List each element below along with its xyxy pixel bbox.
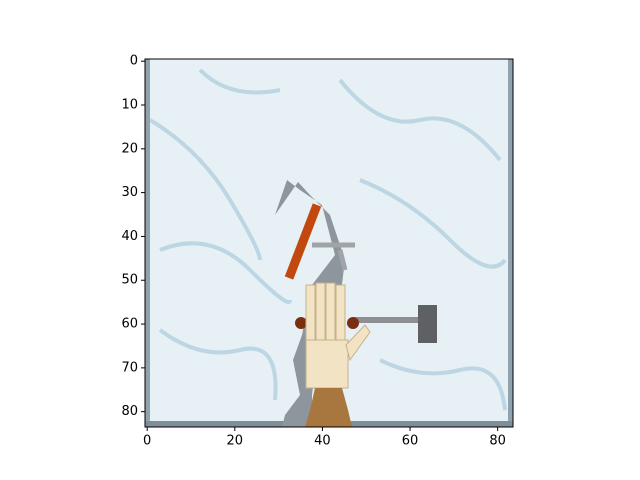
x-tick-label: 80 (489, 434, 506, 449)
gripper-rod (337, 249, 348, 271)
image-texture (148, 68, 507, 411)
y-tick-label: 0 (130, 54, 138, 69)
x-tick-label: 0 (143, 434, 151, 449)
y-tick-label: 70 (121, 360, 138, 375)
orange-bar (284, 203, 322, 280)
knuckle (295, 317, 307, 329)
image-edge (508, 59, 513, 427)
knuckle (347, 317, 359, 329)
y-tick-label: 50 (121, 273, 138, 288)
hand (305, 282, 371, 389)
x-tick-label: 40 (314, 434, 331, 449)
y-tick-label: 80 (121, 404, 138, 419)
y-tick-label: 30 (121, 185, 138, 200)
y-tick-label: 10 (121, 98, 138, 113)
axes-frame (144, 58, 514, 428)
image (145, 59, 513, 427)
image-edge (145, 59, 150, 427)
handle-block (418, 305, 437, 343)
x-tick-label: 60 (402, 434, 419, 449)
hand-base (305, 388, 352, 427)
y-tick-label: 40 (121, 229, 138, 244)
x-tick-label: 20 (227, 434, 244, 449)
y-tick-label: 60 (121, 317, 138, 332)
y-tick-label: 20 (121, 141, 138, 156)
